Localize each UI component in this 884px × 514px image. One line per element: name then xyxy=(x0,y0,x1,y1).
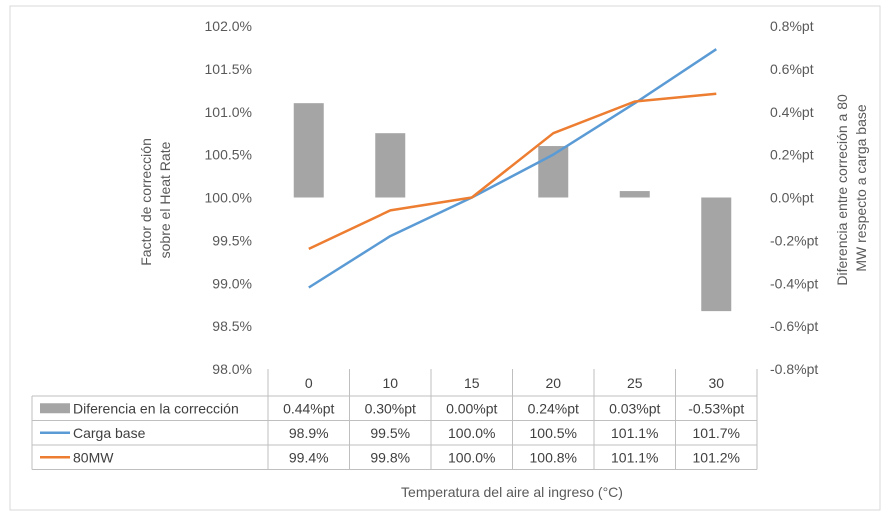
data-label: 98.9% xyxy=(289,425,329,441)
right-tick-label: -0.2%pt xyxy=(770,232,818,248)
legend-label: Carga base xyxy=(73,425,146,441)
bar-diferencia xyxy=(293,103,324,198)
data-label: 0.00%pt xyxy=(446,400,497,416)
right-tick-label: -0.8%pt xyxy=(770,361,818,377)
left-tick-label: 99.5% xyxy=(212,232,252,248)
data-label: 100.0% xyxy=(448,425,495,441)
right-tick-label: -0.4%pt xyxy=(770,275,818,291)
category-label: 10 xyxy=(382,375,398,391)
chart-area xyxy=(9,5,881,511)
left-tick-label: 102.0% xyxy=(205,18,252,34)
left-tick-label: 100.5% xyxy=(205,147,252,163)
data-label: 0.44%pt xyxy=(283,400,334,416)
y-axis-title-right: Diferencia entre correción a 80 MW respe… xyxy=(834,90,869,285)
category-label: 0 xyxy=(305,375,313,391)
left-axis: 98.0% 98.5% 99.0% 99.5% 100.0% 100.5% 101.0% 10… xyxy=(205,18,252,377)
line-carga-base xyxy=(308,48,717,289)
right-tick-label: 0.6%pt xyxy=(770,61,814,77)
data-label: 101.2% xyxy=(693,449,740,465)
bar-diferencia xyxy=(619,191,650,198)
data-label: 99.5% xyxy=(370,425,410,441)
y-axis-title-left: Factor de corrección sobre el Heat Rate xyxy=(138,134,173,266)
category-label: 30 xyxy=(708,375,724,391)
x-axis-title: Temperatura del aire al ingreso (°C) xyxy=(401,484,623,500)
legend-key-bar xyxy=(40,403,70,414)
y-axis-title-right-line1: Diferencia entre correción a 80 xyxy=(834,94,850,286)
right-axis: -0.8%pt -0.6%pt -0.4%pt -0.2%pt 0.0%pt 0.2%pt… xyxy=(770,18,818,377)
category-label: 25 xyxy=(627,375,643,391)
line-80mw xyxy=(308,92,717,251)
bar-diferencia xyxy=(375,133,406,198)
category-label: 15 xyxy=(464,375,480,391)
y-axis-title-left-line2: sobre el Heat Rate xyxy=(157,141,173,258)
right-tick-label: 0.2%pt xyxy=(770,147,814,163)
y-axis-title-right-line2: MW respecto a carga base xyxy=(853,104,869,272)
data-label: -0.53%pt xyxy=(688,400,744,416)
right-tick-label: 0.0%pt xyxy=(770,190,814,206)
data-label: 99.8% xyxy=(370,449,410,465)
data-label: 101.1% xyxy=(611,425,658,441)
right-tick-label: 0.4%pt xyxy=(770,104,814,120)
data-label: 0.30%pt xyxy=(365,400,416,416)
data-label: 0.03%pt xyxy=(609,400,660,416)
category-label: 20 xyxy=(545,375,561,391)
left-tick-label: 98.5% xyxy=(212,318,252,334)
legend-label: Diferencia en la corrección xyxy=(73,400,239,416)
left-tick-label: 99.0% xyxy=(212,275,252,291)
data-label: 99.4% xyxy=(289,449,329,465)
right-tick-label: 0.8%pt xyxy=(770,18,814,34)
left-tick-label: 100.0% xyxy=(205,190,252,206)
y-axis-title-left-line1: Factor de corrección xyxy=(138,138,154,266)
bar-diferencia xyxy=(701,197,732,312)
data-label: 100.0% xyxy=(448,449,495,465)
plot-area xyxy=(293,48,732,312)
left-tick-label: 101.0% xyxy=(205,104,252,120)
right-tick-label: -0.6%pt xyxy=(770,318,818,334)
legend-label: 80MW xyxy=(73,449,114,465)
data-label: 101.7% xyxy=(693,425,740,441)
data-label: 101.1% xyxy=(611,449,658,465)
data-label: 0.24%pt xyxy=(528,400,579,416)
data-label: 100.5% xyxy=(530,425,577,441)
left-tick-label: 98.0% xyxy=(212,361,252,377)
left-tick-label: 101.5% xyxy=(205,61,252,77)
data-label: 100.8% xyxy=(530,449,577,465)
data-table: 0 10 15 20 25 30 Diferencia en la corrección 0.… xyxy=(31,369,758,470)
